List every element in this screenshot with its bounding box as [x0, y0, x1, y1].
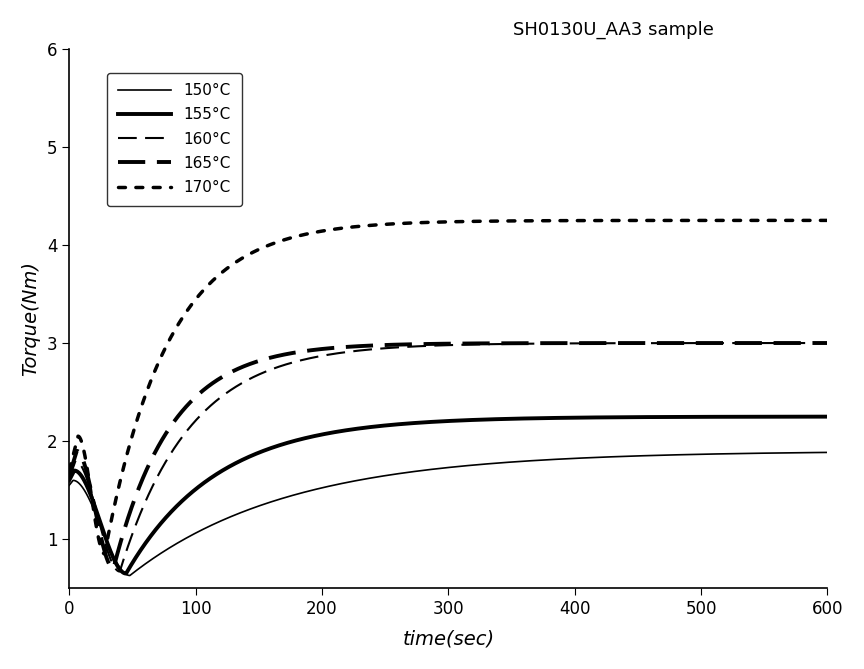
170°C	[403, 219, 414, 227]
170°C	[240, 252, 251, 260]
170°C	[823, 216, 833, 224]
160°C	[403, 343, 414, 351]
Line: 150°C: 150°C	[69, 452, 828, 575]
160°C	[240, 377, 251, 385]
155°C	[823, 413, 833, 421]
150°C	[240, 507, 251, 515]
160°C	[64, 474, 74, 482]
155°C	[403, 419, 414, 427]
170°C	[99, 550, 110, 558]
155°C	[350, 425, 360, 433]
150°C	[124, 571, 135, 579]
Line: 170°C: 170°C	[69, 220, 828, 554]
170°C	[245, 250, 255, 258]
160°C	[248, 373, 258, 381]
Legend: 150°C, 155°C, 160°C, 165°C, 170°C: 150°C, 155°C, 160°C, 165°C, 170°C	[107, 72, 242, 205]
170°C	[64, 466, 74, 474]
Line: 165°C: 165°C	[69, 343, 828, 569]
150°C	[823, 448, 833, 456]
165°C	[108, 565, 118, 573]
155°C	[240, 454, 251, 462]
150°C	[245, 505, 255, 513]
150°C	[248, 504, 258, 512]
Y-axis label: Torque(Nm): Torque(Nm)	[21, 261, 40, 376]
170°C	[350, 223, 360, 231]
160°C	[350, 347, 360, 355]
160°C	[823, 339, 833, 347]
170°C	[248, 248, 258, 256]
165°C	[248, 359, 258, 367]
Line: 155°C: 155°C	[69, 417, 828, 573]
Text: SH0130U_AA3 sample: SH0130U_AA3 sample	[513, 21, 714, 39]
160°C	[245, 375, 255, 383]
165°C	[816, 339, 827, 347]
165°C	[403, 341, 414, 349]
165°C	[823, 339, 833, 347]
160°C	[114, 567, 124, 575]
155°C	[64, 476, 74, 484]
150°C	[816, 448, 827, 456]
165°C	[64, 472, 74, 480]
155°C	[816, 413, 827, 421]
160°C	[816, 339, 827, 347]
150°C	[350, 477, 360, 485]
155°C	[248, 451, 258, 459]
Line: 160°C: 160°C	[69, 343, 828, 571]
150°C	[64, 481, 74, 489]
165°C	[350, 343, 360, 351]
155°C	[121, 569, 131, 577]
155°C	[245, 453, 255, 461]
170°C	[816, 216, 827, 224]
165°C	[240, 362, 251, 370]
X-axis label: time(sec): time(sec)	[403, 629, 494, 648]
150°C	[403, 468, 414, 476]
165°C	[245, 360, 255, 368]
